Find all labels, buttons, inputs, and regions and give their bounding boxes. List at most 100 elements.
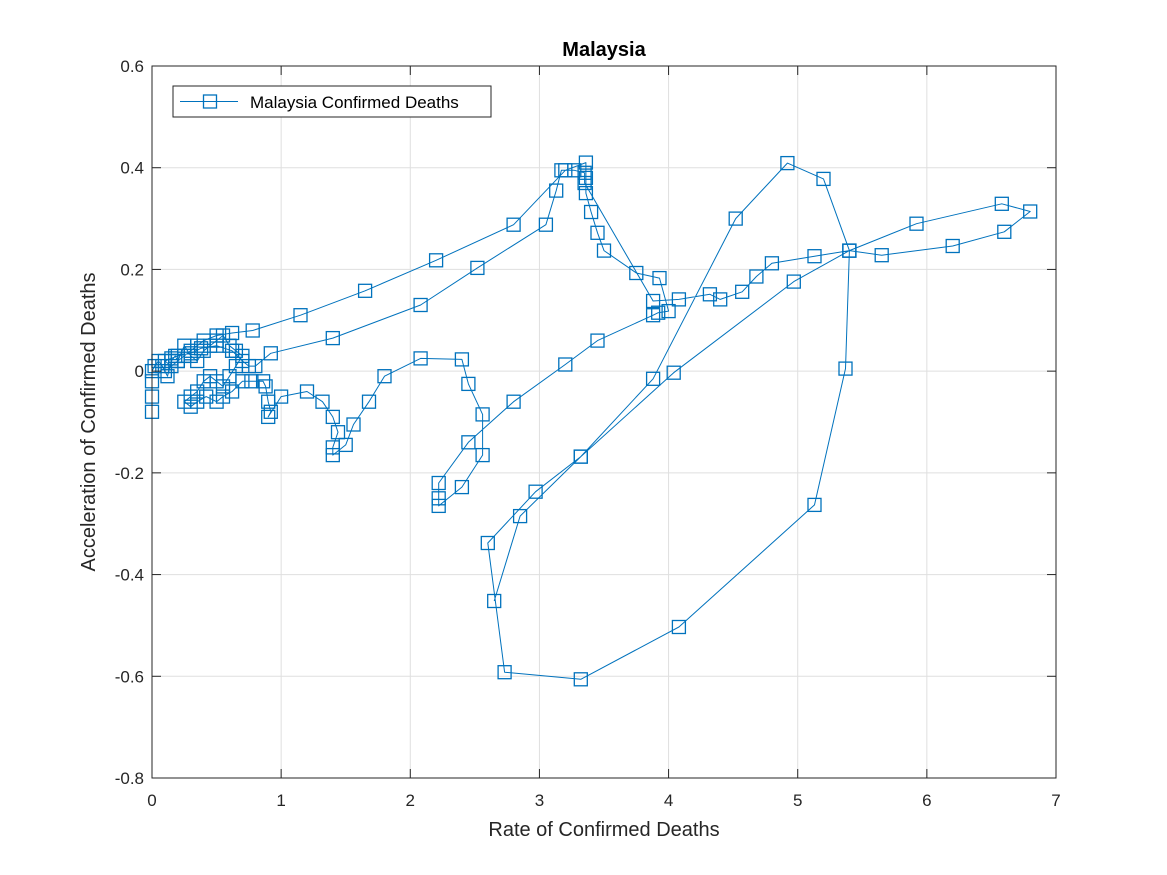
- x-tick-label: 1: [276, 791, 285, 810]
- x-tick-label: 0: [147, 791, 156, 810]
- y-tick-label: -0.2: [115, 464, 144, 483]
- grid: [151, 65, 1057, 779]
- data-point: [583, 204, 599, 220]
- data-point: [909, 216, 924, 231]
- data-point: [475, 447, 490, 463]
- data-point: [325, 409, 340, 425]
- y-tick-label: 0.2: [120, 260, 144, 279]
- data-point: [735, 284, 750, 299]
- x-tick-label: 7: [1051, 791, 1060, 810]
- data-point: [666, 365, 681, 380]
- data-point: [263, 346, 278, 361]
- data-point: [661, 303, 676, 319]
- data-point: [431, 491, 446, 506]
- data-point: [629, 265, 644, 281]
- y-tick-label: -0.4: [115, 566, 144, 585]
- data-point: [160, 369, 175, 384]
- data-point: [671, 292, 687, 307]
- data-point: [209, 338, 224, 353]
- data-point: [764, 256, 780, 271]
- data-point: [528, 484, 543, 499]
- data-point: [538, 217, 554, 232]
- data-point: [645, 308, 661, 323]
- data-point: [577, 175, 592, 191]
- data-point: [506, 394, 521, 409]
- data-point: [183, 346, 198, 361]
- data-point: [224, 325, 240, 341]
- data-point: [357, 283, 373, 298]
- data-point: [470, 260, 485, 276]
- data-point: [1023, 204, 1038, 219]
- data-point: [346, 417, 361, 432]
- series-line: [151, 162, 1031, 680]
- data-point: [671, 619, 687, 635]
- data-point: [590, 333, 605, 348]
- x-tick-label: 3: [535, 791, 544, 810]
- data-point: [224, 384, 240, 399]
- data-point: [413, 297, 428, 313]
- data-point: [461, 435, 476, 450]
- data-point: [431, 498, 446, 514]
- data-point: [428, 253, 444, 268]
- data-point: [702, 287, 718, 302]
- data-point: [454, 352, 470, 367]
- data-point: [567, 163, 582, 178]
- data-point: [807, 497, 822, 513]
- data-point: [577, 165, 592, 180]
- data-point: [263, 404, 278, 419]
- data-point: [248, 358, 263, 374]
- data-point: [497, 665, 512, 680]
- data-point: [261, 409, 276, 425]
- data-point: [558, 357, 573, 372]
- data-point: [512, 508, 528, 524]
- data-point: [147, 358, 162, 374]
- data-point: [573, 672, 588, 687]
- data-point: [945, 238, 960, 254]
- data-point: [480, 535, 495, 551]
- data-point: [215, 389, 231, 404]
- data-point: [652, 270, 667, 286]
- data-point: [994, 196, 1009, 211]
- data-point: [299, 384, 315, 399]
- data-point: [245, 323, 260, 338]
- y-tick-label: 0.6: [120, 57, 144, 76]
- series-group: [144, 155, 1038, 687]
- data-point: [816, 171, 831, 187]
- data-point: [838, 361, 853, 376]
- data-point: [454, 479, 470, 495]
- data-point: [596, 243, 612, 258]
- data-point: [780, 155, 795, 171]
- y-axis-label: Acceleration of Confirmed Deaths: [78, 272, 100, 571]
- data-point: [330, 425, 346, 440]
- data-point: [713, 292, 728, 307]
- data-point: [578, 170, 594, 186]
- data-point: [549, 183, 564, 198]
- data-point: [645, 371, 661, 386]
- data-point: [325, 330, 340, 346]
- data-point: [842, 243, 857, 258]
- data-point: [258, 379, 273, 394]
- data-point: [573, 449, 588, 464]
- data-point: [874, 248, 889, 263]
- data-point: [325, 447, 340, 463]
- data-point: [235, 374, 250, 389]
- data-point: [590, 225, 605, 240]
- data-point: [224, 343, 240, 358]
- data-point: [190, 394, 205, 409]
- data-point: [475, 407, 490, 422]
- data-point: [338, 437, 353, 453]
- data-point: [728, 211, 743, 226]
- y-tick-label: -0.8: [115, 769, 144, 788]
- x-tick-label: 2: [406, 791, 415, 810]
- y-tick-label: 0: [135, 362, 144, 381]
- data-point: [506, 217, 521, 232]
- data-point: [578, 155, 594, 170]
- legend-marker: [202, 94, 218, 109]
- data-point: [413, 351, 428, 366]
- data-point: [749, 269, 764, 284]
- data-point: [578, 185, 594, 201]
- x-tick-label: 4: [664, 791, 673, 810]
- legend-entry-label: Malaysia Confirmed Deaths: [250, 93, 459, 112]
- plot-area: [152, 66, 1056, 778]
